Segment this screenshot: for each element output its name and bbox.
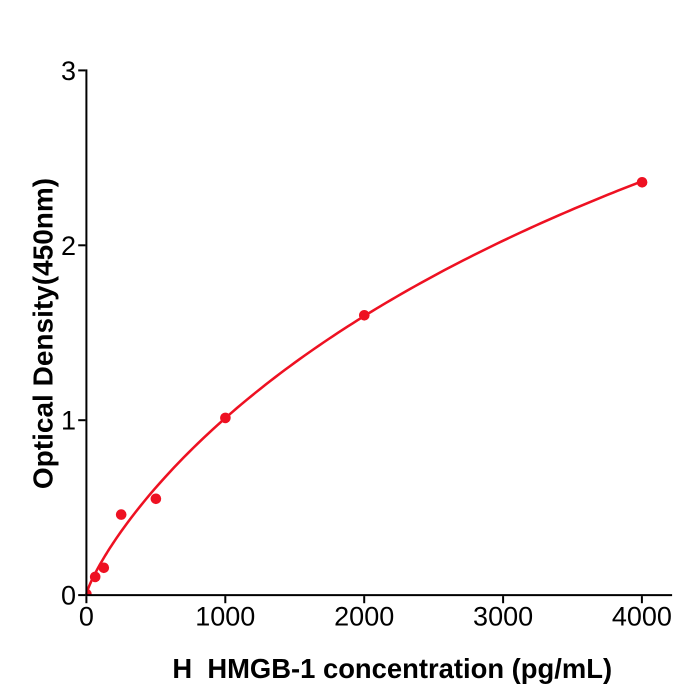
svg-text:0: 0 bbox=[79, 601, 94, 631]
svg-text:Optical Density(450nm): Optical Density(450nm) bbox=[28, 178, 59, 489]
svg-text:3000: 3000 bbox=[473, 601, 533, 631]
svg-text:H HMGB-1 concentration (pg/mL: H HMGB-1 concentration (pg/mL) bbox=[172, 653, 612, 684]
svg-text:1: 1 bbox=[61, 406, 76, 436]
svg-text:4000: 4000 bbox=[612, 601, 672, 631]
svg-text:2: 2 bbox=[61, 231, 76, 261]
svg-text:0: 0 bbox=[61, 581, 76, 611]
svg-text:1000: 1000 bbox=[195, 601, 255, 631]
svg-text:3: 3 bbox=[61, 56, 76, 86]
svg-text:2000: 2000 bbox=[334, 601, 394, 631]
